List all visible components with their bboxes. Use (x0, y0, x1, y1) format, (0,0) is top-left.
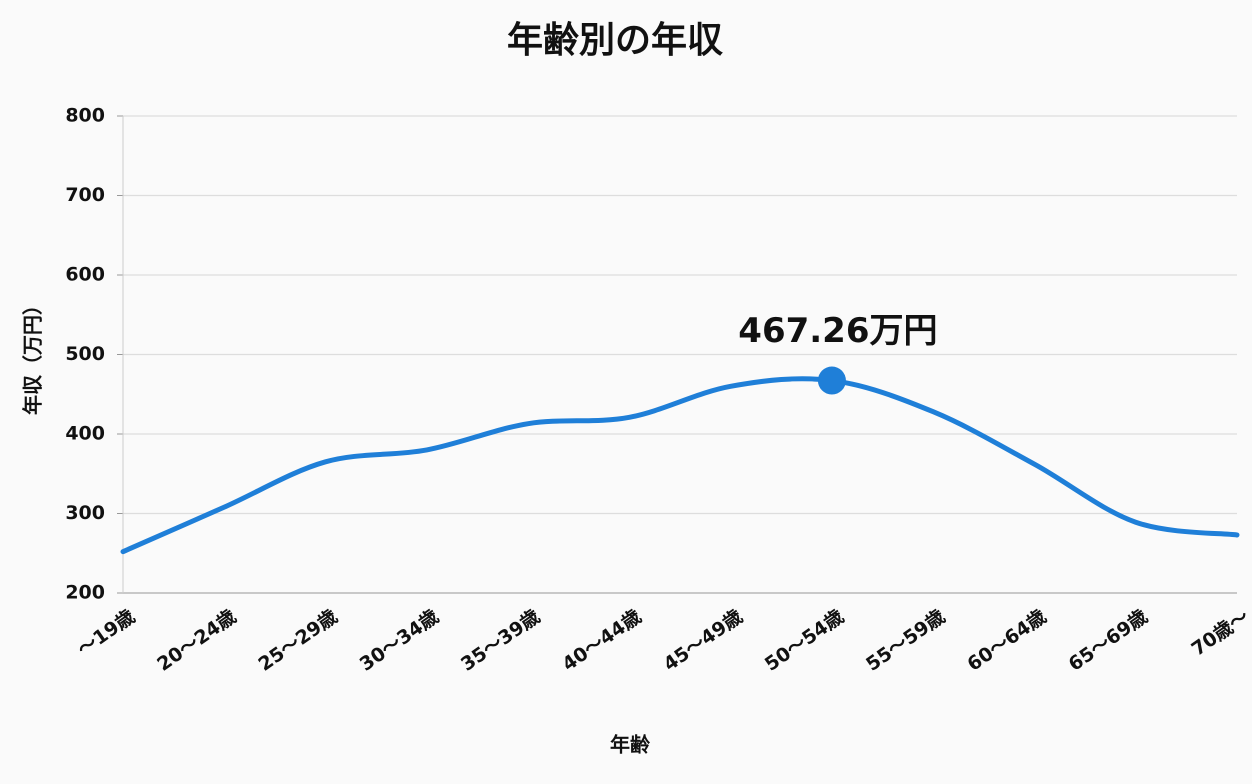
x-tick-label: 50〜54歳 (761, 606, 848, 676)
y-tick-label: 400 (65, 423, 105, 445)
y-tick-label: 600 (65, 264, 105, 286)
highlight-point (817, 366, 846, 395)
x-tick-label: 65〜69歳 (1065, 606, 1152, 676)
y-tick-label: 300 (65, 502, 105, 524)
x-tick-label: 30〜34歳 (356, 606, 443, 676)
x-tick-label: 60〜64歳 (963, 606, 1050, 676)
y-axis-label: 年収（万円） (21, 295, 45, 415)
y-tick-label: 700 (65, 184, 105, 206)
x-tick-label: 55〜59歳 (862, 606, 949, 676)
y-tick-label: 800 (65, 105, 105, 127)
y-tick-label: 200 (65, 582, 105, 604)
x-axis-label: 年齢 (610, 733, 651, 757)
x-tick-label: 45〜49歳 (660, 606, 747, 676)
x-tick-label: 20〜24歳 (153, 606, 240, 676)
x-tick-label: 35〜39歳 (457, 606, 544, 676)
y-tick-label: 500 (65, 343, 105, 365)
x-tick-label: 〜19歳 (74, 606, 139, 661)
x-tick-label: 40〜44歳 (558, 606, 645, 676)
x-tick-label: 25〜29歳 (254, 606, 341, 676)
x-tick-label: 70歳〜 (1188, 606, 1252, 661)
line (120, 376, 1240, 555)
chart-title: 年齢別の年収 (507, 20, 723, 61)
value-label: 467.26万円 (738, 311, 937, 351)
